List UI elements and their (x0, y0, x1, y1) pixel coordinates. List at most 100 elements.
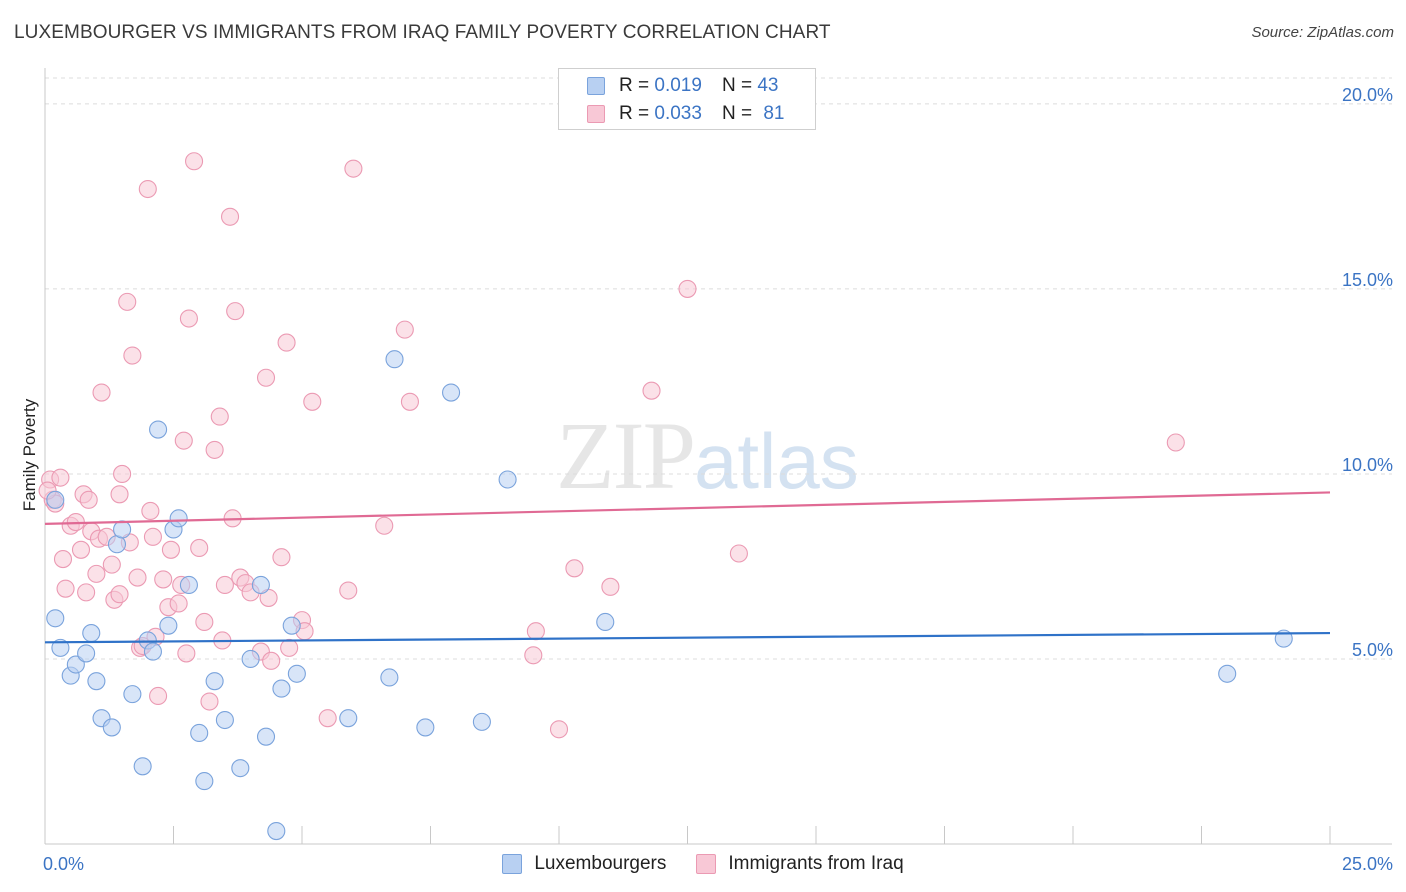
point-luxembourgers (195, 772, 214, 791)
point-iraq (87, 564, 106, 583)
point-luxembourgers (287, 664, 306, 683)
watermark-zip: ZIP (556, 402, 696, 509)
series-legend: Luxembourgers Immigrants from Iraq (0, 850, 1406, 878)
point-luxembourgers (113, 520, 132, 539)
point-luxembourgers (380, 668, 399, 687)
legend-swatch-iraq (587, 105, 605, 123)
point-iraq (113, 464, 132, 484)
point-luxembourgers (149, 420, 168, 439)
chart-title: LUXEMBOURGER VS IMMIGRANTS FROM IRAQ FAM… (14, 22, 831, 43)
point-luxembourgers (215, 710, 234, 730)
point-iraq (318, 709, 337, 728)
point-iraq (138, 179, 157, 199)
point-luxembourgers (46, 609, 65, 628)
point-luxembourgers (256, 727, 276, 746)
stats-legend-row-luxembourgers: R = 0.019 N = 43 (559, 73, 778, 99)
watermark: ZIPatlas (556, 400, 859, 511)
point-luxembourgers (251, 575, 270, 595)
point-iraq (205, 440, 224, 459)
point-iraq (678, 279, 697, 298)
point-iraq (51, 468, 70, 487)
y-tick-label: 20.0% (1342, 85, 1393, 105)
point-luxembourgers (205, 672, 224, 691)
point-luxembourgers (442, 383, 461, 402)
point-iraq (79, 490, 98, 509)
x-tick-label: 0.0% (43, 854, 84, 874)
trendline-luxembourgers (44, 631, 1331, 644)
point-luxembourgers (46, 490, 65, 509)
point-iraq (226, 302, 245, 321)
point-luxembourgers (339, 709, 358, 728)
point-iraq (277, 333, 296, 352)
point-luxembourgers (282, 616, 301, 635)
point-luxembourgers (472, 712, 491, 731)
r-label: R = (619, 103, 650, 124)
y-tick-label: 10.0% (1342, 455, 1393, 475)
point-iraq (128, 568, 147, 587)
r-label: R = (619, 75, 650, 96)
legend-label-iraq: Immigrants from Iraq (728, 853, 904, 874)
point-iraq (177, 644, 196, 663)
point-luxembourgers (169, 509, 188, 528)
point-iraq (220, 207, 240, 226)
point-luxembourgers (77, 644, 96, 663)
point-luxembourgers (51, 638, 70, 657)
n-label: N = (721, 103, 753, 124)
point-iraq (524, 646, 543, 665)
point-luxembourgers (498, 470, 517, 489)
point-luxembourgers (102, 718, 121, 737)
legend-swatch-luxembourgers (502, 854, 523, 874)
legend-item-iraq[interactable]: Immigrants from Iraq (696, 853, 904, 875)
y-tick-label: 5.0% (1352, 640, 1393, 660)
point-iraq (1166, 433, 1185, 452)
point-luxembourgers (143, 642, 162, 661)
point-iraq (210, 407, 229, 426)
point-iraq (179, 309, 198, 328)
point-iraq (56, 579, 75, 598)
legend-swatch-iraq (696, 854, 717, 874)
point-iraq (53, 550, 73, 569)
point-iraq (77, 583, 96, 602)
point-luxembourgers (133, 757, 152, 776)
point-iraq (400, 392, 419, 411)
point-iraq (344, 159, 363, 178)
point-luxembourgers (190, 723, 209, 743)
point-luxembourgers (241, 649, 260, 669)
point-iraq (110, 485, 129, 504)
point-luxembourgers (385, 350, 404, 369)
n-label: N = (721, 75, 753, 96)
trendline-iraq (44, 491, 1331, 526)
point-iraq (549, 720, 569, 739)
point-luxembourgers (179, 575, 198, 595)
point-luxembourgers (231, 759, 250, 778)
point-iraq (526, 622, 545, 641)
point-luxembourgers (272, 679, 291, 698)
point-iraq (339, 581, 358, 600)
point-iraq (71, 540, 91, 559)
watermark-atlas: atlas (694, 417, 859, 505)
r-value: 0.019 (654, 75, 702, 96)
point-iraq (102, 555, 121, 574)
point-iraq (190, 538, 209, 558)
point-iraq (256, 368, 276, 387)
point-iraq (280, 638, 299, 657)
source-label: Source: ZipAtlas.com (1251, 24, 1394, 41)
point-iraq (565, 559, 584, 578)
point-iraq (143, 527, 162, 546)
point-iraq (303, 392, 322, 411)
point-iraq (375, 516, 394, 535)
point-luxembourgers (82, 624, 101, 643)
point-iraq (110, 585, 129, 604)
stats-legend-row-iraq: R = 0.033 N = 81 (559, 101, 784, 127)
point-iraq (174, 431, 193, 450)
n-value: 43 (757, 75, 779, 96)
point-luxembourgers (267, 821, 286, 841)
point-iraq (141, 501, 160, 521)
x-tick-label: 25.0% (1342, 854, 1393, 874)
point-iraq (149, 686, 168, 706)
point-luxembourgers (159, 616, 178, 635)
legend-item-luxembourgers[interactable]: Luxembourgers (502, 853, 666, 875)
point-luxembourgers (1218, 664, 1237, 683)
point-luxembourgers (416, 718, 435, 737)
point-iraq (169, 594, 188, 613)
